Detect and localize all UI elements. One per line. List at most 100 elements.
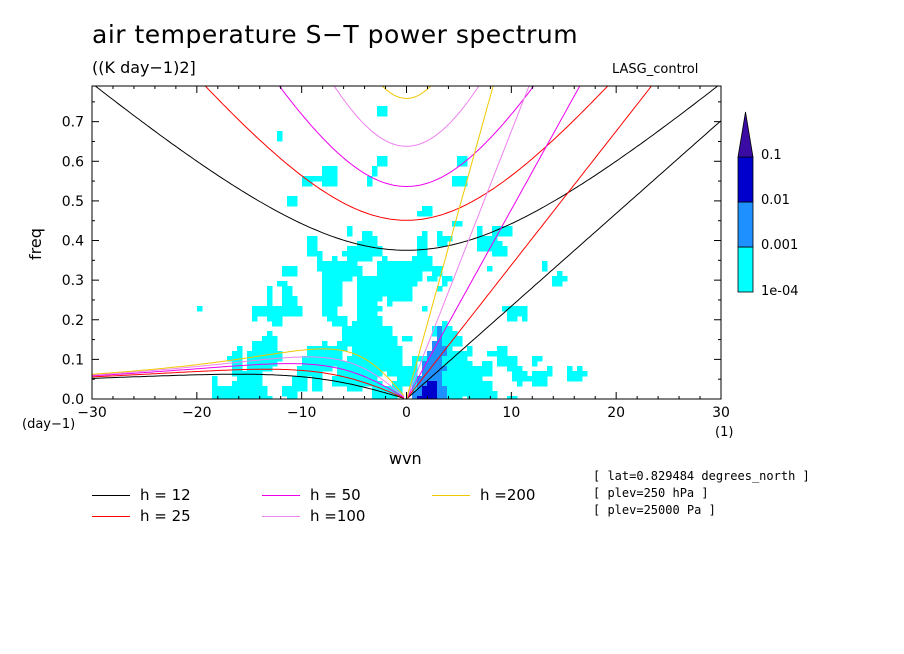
power-cell [332, 361, 338, 367]
power-cell [317, 266, 323, 272]
power-cell [287, 201, 293, 207]
power-cell [337, 316, 343, 322]
power-cell [512, 361, 518, 367]
power-cell [292, 266, 298, 272]
power-cell [467, 381, 473, 387]
power-cell [367, 176, 373, 182]
power-cell [437, 341, 443, 347]
power-cell [437, 391, 443, 397]
power-cell [427, 276, 433, 282]
power-cell [457, 396, 463, 399]
power-cell [322, 351, 328, 357]
power-cell [362, 296, 368, 302]
power-cell [272, 316, 278, 322]
power-cell [452, 341, 458, 347]
power-cell [282, 281, 288, 287]
power-cell [467, 346, 473, 352]
power-cell [347, 341, 353, 347]
power-cell [567, 371, 573, 377]
power-cell [332, 351, 338, 357]
power-cell [402, 336, 408, 342]
power-cell [307, 366, 313, 372]
power-cell [367, 286, 373, 292]
power-cell [422, 386, 428, 392]
power-cell [337, 296, 343, 302]
power-cell [382, 256, 388, 262]
power-cell [287, 396, 293, 399]
power-cell [262, 346, 268, 352]
power-cell [297, 381, 303, 387]
power-cell [457, 156, 463, 162]
power-cell [272, 336, 278, 342]
power-cell [282, 291, 288, 297]
power-cell [552, 276, 558, 282]
power-cell [307, 246, 313, 252]
power-cell [577, 376, 583, 382]
power-cell [257, 381, 263, 387]
power-cell [337, 271, 343, 277]
power-cell [442, 396, 448, 399]
power-cell [387, 366, 393, 372]
power-cell [472, 366, 478, 372]
power-cell [442, 391, 448, 397]
power-cell [427, 396, 433, 399]
power-cell [417, 381, 423, 387]
y-tick-label: 0.1 [62, 352, 84, 368]
power-cell [287, 386, 293, 392]
power-cell [512, 311, 518, 317]
power-cell [247, 356, 253, 362]
power-cell [397, 266, 403, 272]
power-cell [357, 316, 363, 322]
power-cell [487, 396, 493, 399]
power-cell [432, 271, 438, 277]
power-cell [432, 341, 438, 347]
power-cell [287, 296, 293, 302]
power-cell [332, 256, 338, 262]
power-cell [507, 226, 513, 232]
power-cell [392, 356, 398, 362]
power-cell [317, 256, 323, 262]
power-cell [442, 341, 448, 347]
power-cell [247, 376, 253, 382]
power-cell [507, 366, 513, 372]
power-cell [377, 341, 383, 347]
power-cell [317, 261, 323, 267]
power-cell [412, 271, 418, 277]
power-cell [417, 276, 423, 282]
power-cell [487, 381, 493, 387]
power-cell [442, 346, 448, 352]
power-cell [327, 316, 333, 322]
power-cell [437, 286, 443, 292]
power-cell [512, 316, 518, 322]
power-cell [352, 246, 358, 252]
power-cell [402, 376, 408, 382]
legend-swatch [262, 516, 300, 517]
power-cell [382, 366, 388, 372]
power-cell [372, 341, 378, 347]
power-cell [577, 366, 583, 372]
power-cell [327, 171, 333, 177]
power-cell [292, 311, 298, 317]
info-plev-hpa: [ plev=250 hPa ] [593, 486, 709, 500]
power-cell [337, 356, 343, 362]
power-cell [462, 391, 468, 397]
power-cell [467, 386, 473, 392]
power-cell [377, 391, 383, 397]
power-cell [387, 356, 393, 362]
power-cell [372, 246, 378, 252]
power-cell [392, 346, 398, 352]
power-cell [467, 366, 473, 372]
power-cell [557, 271, 563, 277]
legend-h12: h = 12 [92, 486, 191, 504]
power-cell [407, 281, 413, 287]
power-cell [312, 176, 318, 182]
power-cell [377, 286, 383, 292]
power-cell [332, 321, 338, 327]
power-cell [482, 366, 488, 372]
power-cell [272, 341, 278, 347]
power-cell [367, 236, 373, 242]
power-cell [542, 381, 548, 387]
power-cell [372, 311, 378, 317]
power-cell [377, 346, 383, 352]
